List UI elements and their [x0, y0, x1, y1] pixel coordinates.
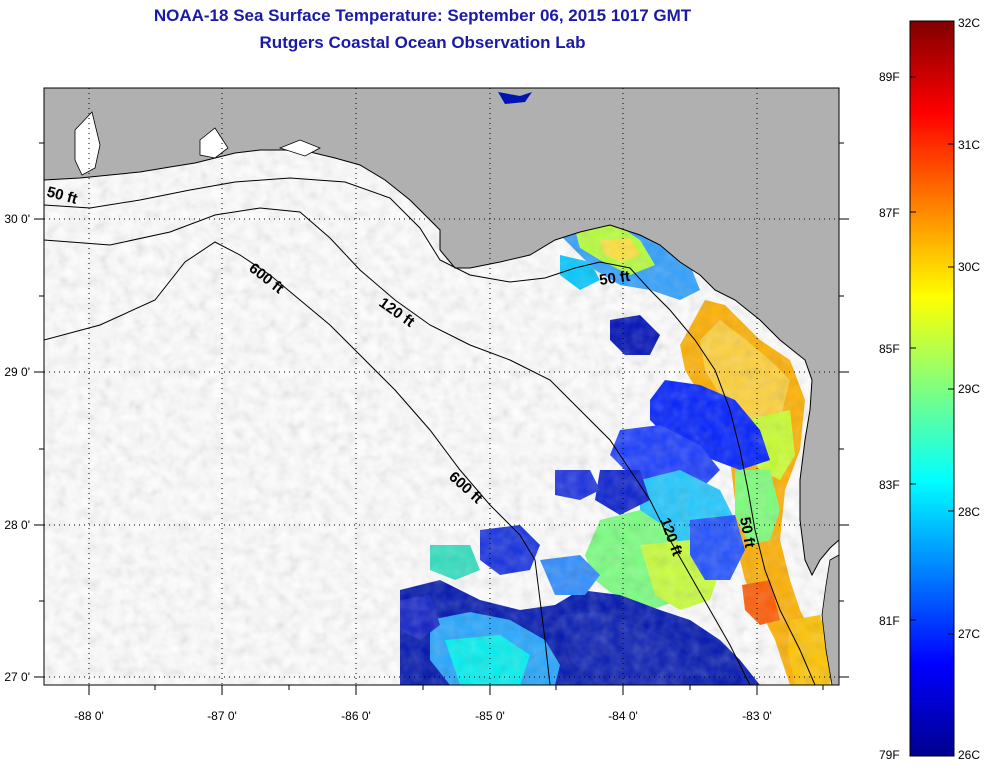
contour-label-50ft: 50 ft [598, 268, 631, 289]
colorbar-f-label: 89F [879, 70, 900, 84]
colorbar-c-label: 32C [958, 16, 981, 30]
x-tick-label: -83 0' [742, 709, 772, 723]
x-tick-label: -86 0' [341, 709, 371, 723]
y-tick-label: 29 0' [4, 365, 30, 379]
colorbar-c-label: 30C [958, 260, 981, 274]
x-tick-label: -88 0' [74, 709, 104, 723]
colorbar-f-label: 81F [879, 614, 900, 628]
colorbar-c-label: 26C [958, 748, 981, 762]
colorbar-c-label: 31C [958, 138, 981, 152]
colorbar-c-label: 29C [958, 382, 981, 396]
y-tick-label: 30 0' [4, 212, 30, 226]
x-tick-label: -87 0' [207, 709, 237, 723]
colorbar-f-label: 83F [879, 478, 900, 492]
x-tick-label: -85 0' [475, 709, 505, 723]
colorbar [910, 21, 954, 756]
map-subtitle: Rutgers Coastal Ocean Observation Lab [259, 33, 586, 52]
colorbar-c-label: 27C [958, 627, 981, 641]
colorbar-f-label: 87F [879, 206, 900, 220]
x-tick-label: -84 0' [608, 709, 638, 723]
contour-label-50ft: 50 ft [736, 516, 758, 549]
land-mass [44, 88, 839, 577]
y-tick-label: 27 0' [4, 670, 30, 684]
colorbar-f-label: 79F [879, 748, 900, 762]
axis-ticks [34, 142, 849, 695]
map-title: NOAA-18 Sea Surface Temperature: Septemb… [153, 6, 692, 25]
colorbar-f-label: 85F [879, 342, 900, 356]
colorbar-c-label: 28C [958, 505, 981, 519]
colorbar-ticks [910, 76, 954, 635]
map-frame [43, 87, 840, 686]
y-tick-label: 28 0' [4, 518, 30, 532]
depth-contours [44, 177, 816, 685]
